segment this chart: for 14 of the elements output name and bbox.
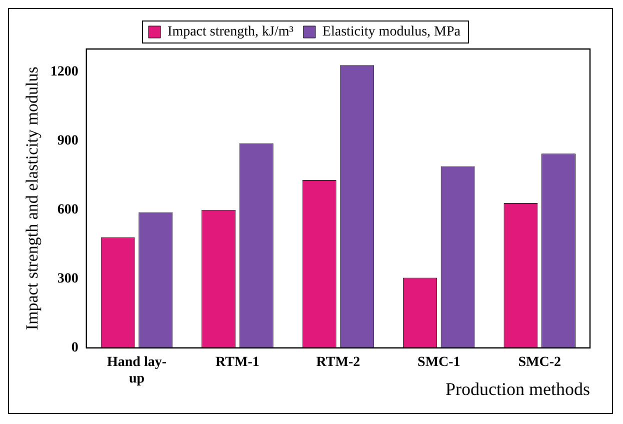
- y-tick-label: 0: [71, 340, 78, 356]
- x-tick-label: SMC-2: [518, 354, 562, 370]
- y-tick-label: 300: [57, 271, 78, 286]
- x-tick-label: RTM-1: [216, 354, 260, 370]
- legend-label: Impact strength, kJ/m³: [168, 24, 294, 40]
- x-axis-title: Production methods: [446, 378, 590, 399]
- y-tick-label: 600: [57, 202, 78, 218]
- x-tick-label: Hand lay-up: [107, 354, 167, 387]
- x-tick-label: RTM-2: [316, 354, 360, 370]
- y-tick-label: 1200: [50, 64, 78, 80]
- y-tick-label: 900: [57, 134, 78, 149]
- x-tick-label: SMC-1: [418, 354, 460, 370]
- legend-label: Elasticity modulus, MPa: [322, 24, 462, 40]
- y-axis-title: Impact strength and elasticity modulus: [22, 66, 42, 330]
